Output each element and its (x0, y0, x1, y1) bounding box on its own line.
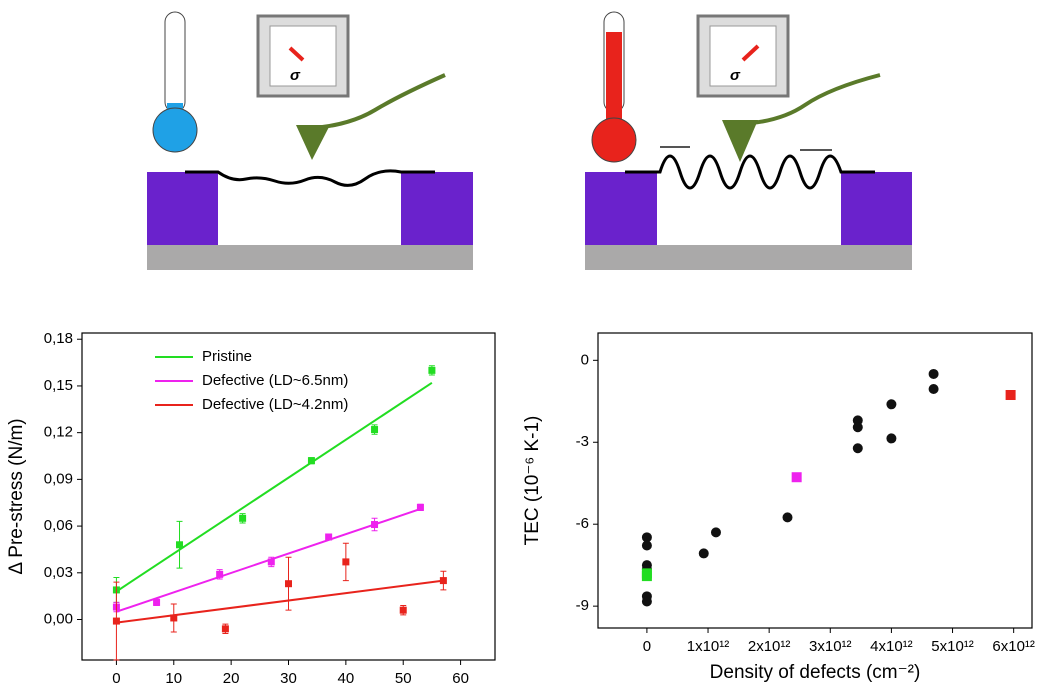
gauge-face (269, 25, 337, 87)
point (216, 570, 224, 578)
point (239, 514, 247, 522)
point (928, 368, 939, 379)
y-tick-label: -6 (576, 515, 589, 532)
y-tick-label: 0,06 (44, 517, 73, 534)
point (886, 433, 897, 444)
y-tick-label: -3 (576, 433, 589, 450)
y-tick-label: 0 (581, 351, 589, 368)
illustration-cold: σ (147, 11, 473, 270)
legend-label: Pristine (202, 348, 252, 365)
point (267, 558, 275, 566)
point (307, 457, 315, 465)
x-tick-label: 0 (112, 670, 120, 687)
x-tick-label: 3x10¹² (809, 638, 852, 655)
gauge-needle (288, 46, 305, 62)
point (1005, 390, 1016, 401)
legend-label: Defective (LD~6.5nm) (202, 372, 348, 389)
point (928, 383, 939, 394)
cantilever (739, 73, 881, 126)
pillar (585, 172, 657, 245)
x-tick-label: 5x10¹² (931, 638, 974, 655)
point (371, 521, 379, 529)
pillar (401, 172, 473, 245)
sigma-symbol: σ (730, 67, 741, 84)
gauge-needle (741, 44, 760, 62)
point (641, 532, 652, 543)
point (170, 614, 178, 622)
tip (296, 125, 330, 160)
x-tick-label: 30 (280, 670, 297, 687)
cantilever (312, 73, 446, 130)
x-tick-label: 60 (452, 670, 469, 687)
thermometer (164, 11, 186, 113)
x-tick-label: 2x10¹² (748, 638, 791, 655)
membrane (625, 154, 875, 190)
point (886, 399, 897, 410)
legend-label: Defective (LD~4.2nm) (202, 396, 348, 413)
x-axis-label: Density of defects (cm⁻²) (710, 662, 921, 683)
y-tick-label: 0,18 (44, 330, 73, 347)
point (428, 366, 436, 374)
y-tick-label: 0,09 (44, 470, 73, 487)
x-tick-label: 10 (165, 670, 182, 687)
point (710, 527, 721, 538)
thermometer-bulb (152, 107, 198, 153)
y-axis-label: Δ Pre-stress (N/m) (6, 418, 27, 574)
substrate (585, 245, 912, 270)
point (782, 512, 793, 523)
point (153, 598, 161, 606)
point (285, 580, 292, 588)
y-tick-label: -9 (576, 597, 589, 614)
sigma-symbol: σ (290, 67, 301, 84)
y-axis-label: TEC (10⁻⁶ K-1) (522, 416, 543, 546)
point (698, 548, 709, 559)
x-tick-label: 6x10¹² (992, 638, 1035, 655)
x-tick-label: 40 (338, 670, 355, 687)
y-tick-label: 0,00 (44, 610, 73, 627)
x-tick-label: 1x10¹² (687, 638, 730, 655)
point (439, 577, 447, 585)
point (641, 540, 652, 551)
y-tick-label: 0,15 (44, 377, 73, 394)
point (641, 596, 652, 607)
illustration-hot: σ (585, 11, 912, 270)
point (852, 443, 863, 454)
thermometer-bulb (591, 117, 637, 163)
membrane (185, 169, 435, 187)
point (641, 571, 652, 582)
x-tick-label: 4x10¹² (870, 638, 913, 655)
substrate (147, 245, 473, 270)
thermometer-fill (606, 32, 622, 122)
point (791, 472, 802, 483)
point (371, 426, 379, 434)
fit-line (116, 579, 444, 624)
x-tick-label: 20 (223, 670, 240, 687)
pillar (841, 172, 912, 245)
point (325, 533, 333, 541)
y-tick-label: 0,12 (44, 424, 73, 441)
point (176, 541, 184, 549)
x-tick-label: 0 (643, 638, 651, 655)
fit-line (115, 381, 433, 593)
point (852, 422, 863, 433)
point (399, 606, 407, 614)
tip (722, 120, 758, 162)
pillar (147, 172, 218, 245)
gauge-face (709, 25, 777, 87)
plot-frame (597, 332, 1033, 629)
point (342, 558, 350, 566)
x-tick-label: 50 (395, 670, 412, 687)
point (221, 625, 229, 633)
point (112, 617, 120, 625)
y-tick-label: 0,03 (44, 564, 73, 581)
point (416, 503, 424, 511)
